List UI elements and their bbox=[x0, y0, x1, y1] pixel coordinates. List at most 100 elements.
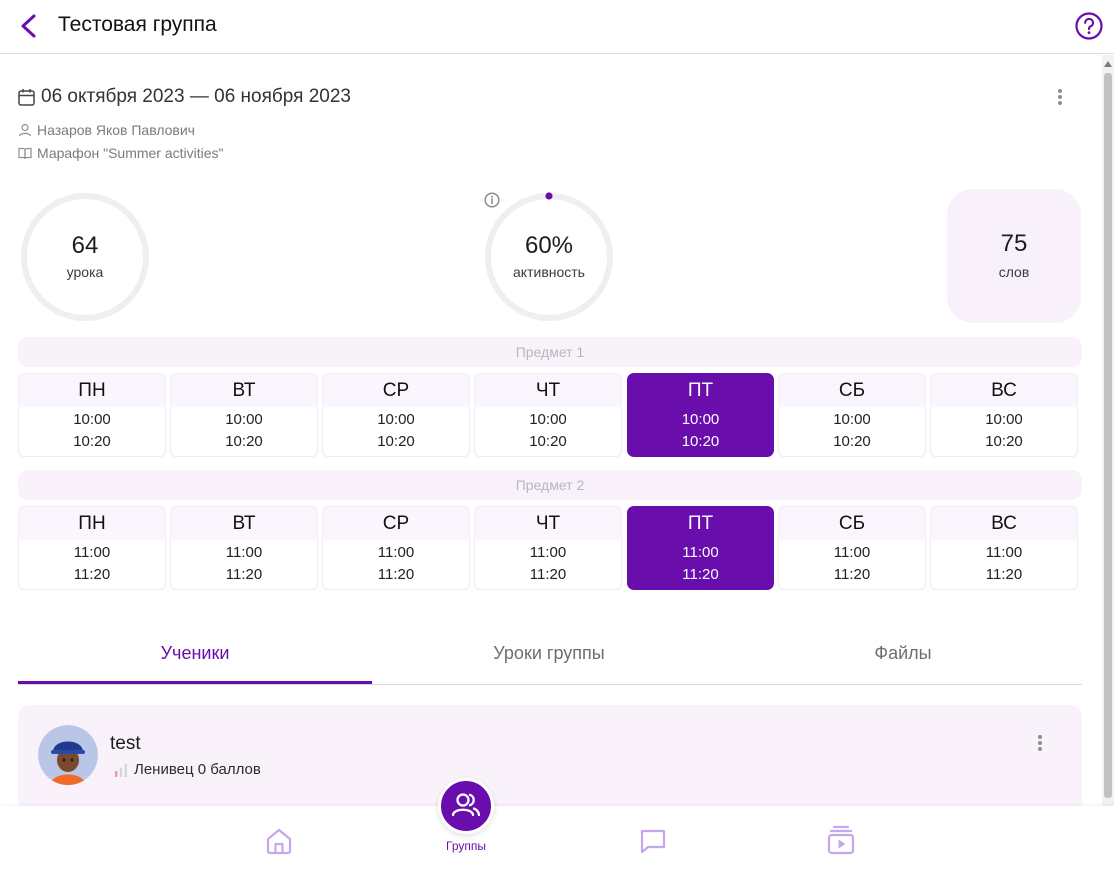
lessons-value: 64 bbox=[71, 232, 99, 259]
end-time: 10:20 bbox=[985, 433, 1023, 450]
tab-group-lessons-label: Уроки группы bbox=[493, 643, 605, 663]
student-rank-text: Ленивец 0 баллов bbox=[134, 761, 261, 778]
group-content: 06 октября 2023 — 06 ноября 2023 Назаров… bbox=[0, 55, 1102, 806]
start-time: 10:00 bbox=[985, 411, 1023, 428]
schedule-day-2[interactable]: СР 11:00 11:20 bbox=[322, 506, 470, 590]
bottom-navigation bbox=[0, 806, 1114, 869]
day-label: ЧТ bbox=[475, 507, 621, 540]
day-label: ВТ bbox=[171, 507, 317, 540]
day-times: 10:00 10:20 bbox=[171, 407, 317, 453]
avatar-image bbox=[38, 725, 98, 785]
end-time: 10:20 bbox=[225, 433, 263, 450]
tab-files-label: Файлы bbox=[874, 643, 932, 663]
start-time: 11:00 bbox=[682, 544, 719, 561]
nav-chat[interactable] bbox=[638, 826, 668, 861]
subject-header: Предмет 2 bbox=[18, 470, 1082, 500]
chat-icon bbox=[640, 829, 666, 854]
day-label: ЧТ bbox=[475, 374, 621, 407]
schedule-day-3[interactable]: ЧТ 10:00 10:20 bbox=[474, 373, 622, 457]
schedule-day-5[interactable]: СБ 10:00 10:20 bbox=[778, 373, 926, 457]
schedule-day-4[interactable]: ПТ 10:00 10:20 bbox=[627, 373, 774, 457]
schedule-day-4[interactable]: ПТ 11:00 11:20 bbox=[627, 506, 774, 590]
group-tabs: Ученики Уроки группы Файлы bbox=[18, 630, 1082, 685]
start-time: 10:00 bbox=[681, 411, 720, 428]
student-card[interactable]: test Ленивец 0 баллов bbox=[18, 705, 1082, 806]
scroll-up-arrow-icon[interactable] bbox=[1104, 61, 1112, 67]
schedule-day-2[interactable]: СР 10:00 10:20 bbox=[322, 373, 470, 457]
schedule-day-6[interactable]: ВС 10:00 10:20 bbox=[930, 373, 1078, 457]
words-value: 75 bbox=[1000, 230, 1028, 257]
day-times: 10:00 10:20 bbox=[19, 407, 165, 453]
start-time: 10:00 bbox=[225, 411, 263, 428]
course-row: Марафон "Summer activities" bbox=[18, 145, 224, 161]
day-times: 10:00 10:20 bbox=[628, 407, 773, 453]
activity-ring bbox=[485, 192, 613, 321]
nav-video-library[interactable] bbox=[826, 824, 856, 861]
lessons-ring bbox=[21, 193, 149, 321]
date-range: 06 октября 2023 — 06 ноября 2023 bbox=[41, 86, 351, 107]
day-label: ВС bbox=[931, 374, 1077, 407]
day-times: 10:00 10:20 bbox=[475, 407, 621, 453]
day-times: 10:00 10:20 bbox=[323, 407, 469, 453]
schedule-day-6[interactable]: ВС 11:00 11:20 bbox=[930, 506, 1078, 590]
help-icon bbox=[1075, 12, 1103, 40]
bar-chart-icon bbox=[115, 763, 127, 777]
schedule-day-0[interactable]: ПН 10:00 10:20 bbox=[18, 373, 166, 457]
schedule-day-0[interactable]: ПН 11:00 11:20 bbox=[18, 506, 166, 590]
schedule-day-1[interactable]: ВТ 11:00 11:20 bbox=[170, 506, 318, 590]
group-menu-button[interactable] bbox=[1058, 87, 1062, 107]
help-button[interactable] bbox=[1074, 11, 1104, 41]
day-label: СР bbox=[323, 507, 469, 540]
person-icon bbox=[18, 123, 32, 137]
start-time: 11:00 bbox=[833, 544, 871, 561]
nav-groups-label: Группы bbox=[446, 839, 486, 853]
activity-value: 60% bbox=[524, 232, 574, 259]
active-tab-indicator bbox=[18, 681, 372, 684]
day-times: 11:00 11:20 bbox=[475, 540, 621, 586]
day-label: ВТ bbox=[171, 374, 317, 407]
end-time: 10:20 bbox=[833, 433, 871, 450]
course-name: Марафон "Summer activities" bbox=[37, 145, 224, 161]
tab-files[interactable]: Файлы bbox=[726, 630, 1080, 685]
day-times: 11:00 11:20 bbox=[323, 540, 469, 586]
activity-stat: 60% активность bbox=[484, 192, 614, 322]
schedule-row: ПН 11:00 11:20 ВТ 11:00 11:20 СР 11:00 11:20 ЧТ 11… bbox=[18, 506, 1080, 590]
schedule-day-1[interactable]: ВТ 10:00 10:20 bbox=[170, 373, 318, 457]
student-rank: Ленивец 0 баллов bbox=[114, 761, 261, 778]
calendar-icon bbox=[18, 89, 35, 106]
end-time: 10:20 bbox=[377, 433, 415, 450]
start-time: 11:00 bbox=[225, 544, 263, 561]
student-name: test bbox=[110, 733, 141, 754]
day-label: СБ bbox=[779, 507, 925, 540]
start-time: 10:00 bbox=[377, 411, 415, 428]
schedule-day-3[interactable]: ЧТ 11:00 11:20 bbox=[474, 506, 622, 590]
day-label: ПН bbox=[19, 374, 165, 407]
home-icon bbox=[266, 828, 292, 855]
day-times: 10:00 10:20 bbox=[931, 407, 1077, 453]
scroll-thumb[interactable] bbox=[1104, 73, 1112, 798]
tab-group-lessons[interactable]: Уроки группы bbox=[372, 630, 726, 685]
vertical-scrollbar[interactable] bbox=[1102, 55, 1114, 806]
subject-header: Предмет 1 bbox=[18, 337, 1082, 367]
end-time: 10:20 bbox=[681, 433, 720, 450]
end-time: 10:20 bbox=[529, 433, 567, 450]
day-label: СР bbox=[323, 374, 469, 407]
student-menu-button[interactable] bbox=[1038, 733, 1042, 753]
lessons-label: урока bbox=[66, 264, 104, 280]
top-app-bar: Тестовая группа bbox=[0, 0, 1114, 54]
activity-label: активность bbox=[513, 264, 585, 280]
nav-groups[interactable] bbox=[438, 778, 494, 834]
tab-students[interactable]: Ученики bbox=[18, 630, 372, 685]
words-label: слов bbox=[998, 264, 1030, 280]
end-time: 11:20 bbox=[73, 566, 111, 583]
info-icon[interactable] bbox=[484, 192, 500, 208]
end-time: 11:20 bbox=[985, 566, 1023, 583]
nav-home[interactable] bbox=[264, 826, 294, 861]
start-time: 10:00 bbox=[833, 411, 871, 428]
lessons-stat: 64 урока bbox=[20, 192, 150, 322]
back-button[interactable] bbox=[16, 12, 42, 40]
end-time: 11:20 bbox=[225, 566, 263, 583]
schedule-day-5[interactable]: СБ 11:00 11:20 bbox=[778, 506, 926, 590]
schedule-row: ПН 10:00 10:20 ВТ 10:00 10:20 СР 10:00 10:20 ЧТ 10… bbox=[18, 373, 1080, 457]
words-stat: 75 слов bbox=[947, 189, 1081, 323]
